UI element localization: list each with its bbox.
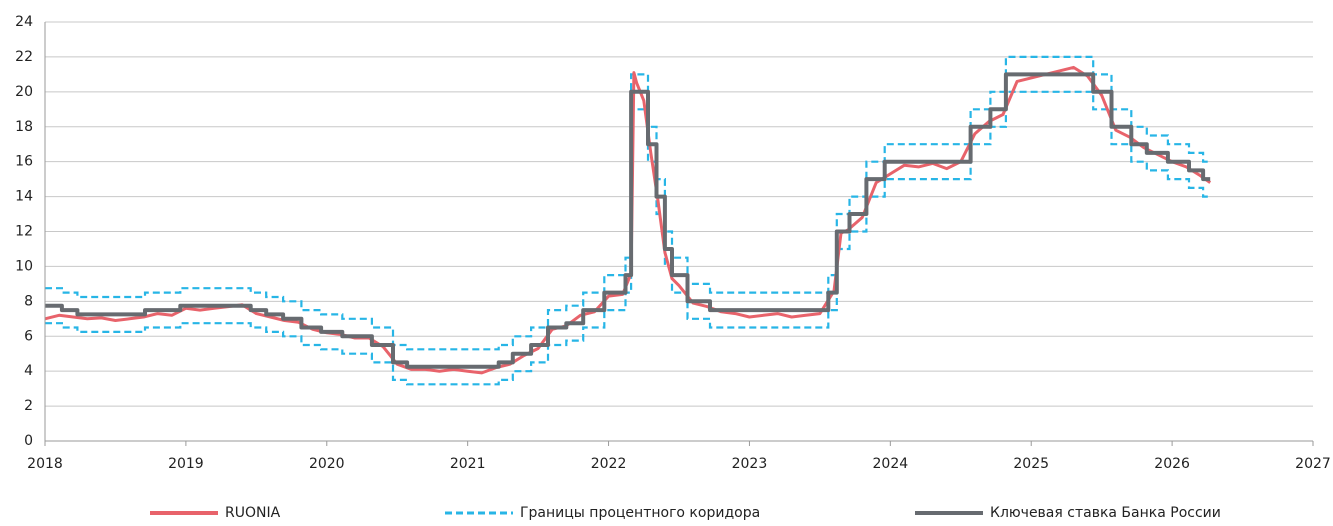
plot-lines <box>44 55 1212 386</box>
x-tick-label: 2018 <box>27 456 63 472</box>
corridor-line <box>45 90 1211 386</box>
y-tick-label: 10 <box>15 258 33 274</box>
legend-label: Ключевая ставка Банка России <box>990 505 1221 521</box>
x-tick-label: 2023 <box>732 456 768 472</box>
x-tick-label: 2022 <box>591 456 627 472</box>
x-tick-label: 2021 <box>450 456 486 472</box>
y-tick-label: 2 <box>24 398 33 414</box>
legend-label: Границы процентного коридора <box>520 505 760 521</box>
legend: RUONIA Границы процентного коридора Ключев… <box>150 505 1221 521</box>
y-tick-label: 22 <box>15 49 33 65</box>
y-tick-label: 8 <box>24 293 33 309</box>
y-tick-label: 0 <box>24 433 33 449</box>
x-tick-label: 2020 <box>309 456 345 472</box>
series-line <box>44 65 1212 375</box>
y-tick-label: 18 <box>15 119 33 135</box>
y-tick-label: 12 <box>15 224 33 240</box>
x-tick-label: 2025 <box>1013 456 1049 472</box>
y-tick-label: 14 <box>15 189 33 205</box>
x-tick-label: 2027 <box>1295 456 1331 472</box>
legend-label: RUONIA <box>225 505 281 521</box>
x-tick-label: 2024 <box>873 456 909 472</box>
y-tick-label: 16 <box>15 154 33 170</box>
y-tick-label: 20 <box>15 84 33 100</box>
grid <box>45 21 1313 442</box>
x-tick-label: 2026 <box>1154 456 1190 472</box>
x-tick-label: 2019 <box>168 456 204 472</box>
y-tick-label: 6 <box>24 328 33 344</box>
y-tick-label: 24 <box>15 14 33 30</box>
y-tick-label: 4 <box>24 363 33 379</box>
series-line <box>45 72 1211 369</box>
